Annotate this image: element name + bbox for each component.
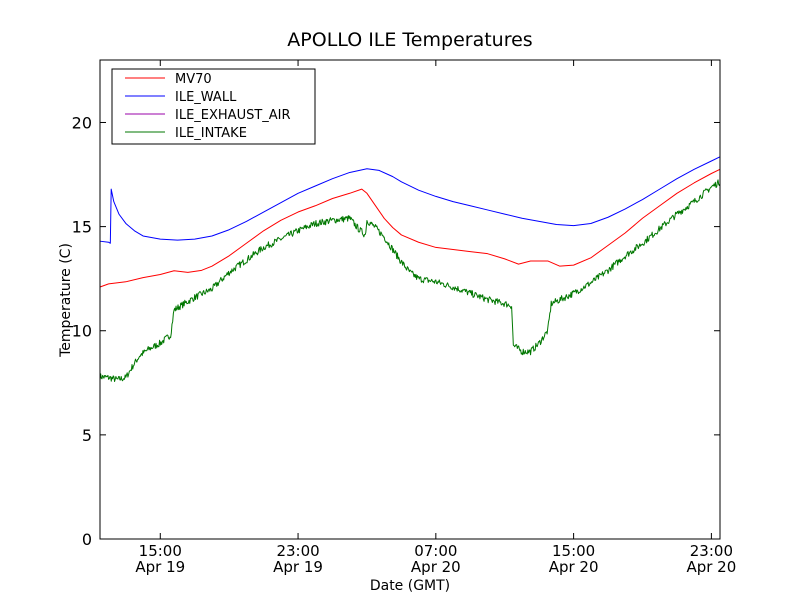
x-axis-label: Date (GMT) [370,578,450,594]
series-layer [99,156,721,383]
x-tick-label-time: 15:00 [552,542,595,560]
y-tick-label: 20 [72,113,92,132]
y-axis-label: Temperature (C) [58,243,74,358]
series-line-ile-intake [99,179,721,383]
y-tick-label: 15 [72,218,92,237]
x-tick-label-date: Apr 20 [686,558,736,576]
series-line-mv70 [99,168,721,288]
x-tick-label-time: 23:00 [276,542,319,560]
chart-title: APOLLO ILE Temperatures [287,29,532,51]
y-tick-label: 5 [82,426,92,445]
legend-label: ILE_EXHAUST_AIR [175,108,291,123]
x-tick-label-date: Apr 19 [273,558,323,576]
legend-label: ILE_INTAKE [175,126,247,141]
legend-label: MV70 [175,72,212,87]
series-line-ile-wall [99,156,721,244]
plot-frame [99,59,721,540]
y-tick-label: 10 [72,322,92,341]
x-tick-label-date: Apr 20 [411,558,461,576]
x-tick-label-date: Apr 19 [135,558,185,576]
legend-entries: MV70 ILE_WALL ILE_EXHAUST_AIR ILE_INTAKE [125,72,291,141]
x-tick-label-time: 15:00 [139,542,182,560]
legend-label: ILE_WALL [175,90,237,105]
legend: MV70 ILE_WALL ILE_EXHAUST_AIR ILE_INTAKE [111,68,316,145]
x-tick-label-date: Apr 20 [549,558,599,576]
x-tick-label-time: 07:00 [414,542,457,560]
y-tick-label: 0 [82,530,92,549]
x-tick-label-time: 23:00 [690,542,733,560]
